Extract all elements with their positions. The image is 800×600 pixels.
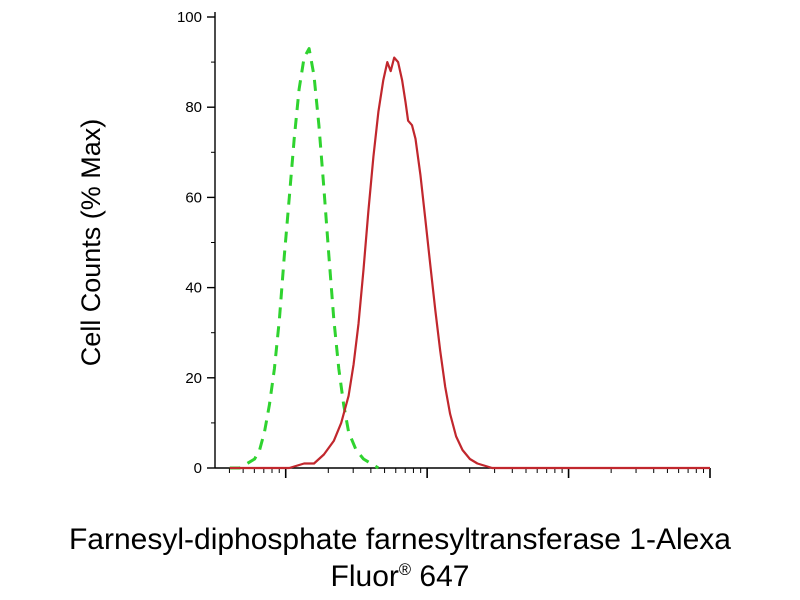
series-dashed [229,47,380,470]
svg-text:100: 100 [177,9,202,26]
svg-text:20: 20 [185,370,202,387]
chart-area: 0 20 40 60 80 100 Cell Counts (% Max) [76,9,711,478]
series-solid [229,56,710,470]
caption-fluor-text: Fluor [330,559,399,593]
svg-text:40: 40 [185,280,202,297]
caption-line-2: Fluor® 647 [0,559,800,596]
registered-trademark-symbol: ® [398,560,412,579]
chart-caption: Farnesyl-diphosphate farnesyltransferase… [0,522,800,595]
caption-line-1: Farnesyl-diphosphate farnesyltransferase… [68,523,731,556]
caption-647-text: 647 [411,559,470,593]
histogram-chart: 0 20 40 60 80 100 Cell Counts (% Max) [76,9,711,478]
svg-text:60: 60 [185,189,202,206]
svg-text:80: 80 [185,99,202,116]
svg-text:0: 0 [194,460,202,477]
svg-text:Cell Counts (% Max): Cell Counts (% Max) [76,119,106,367]
